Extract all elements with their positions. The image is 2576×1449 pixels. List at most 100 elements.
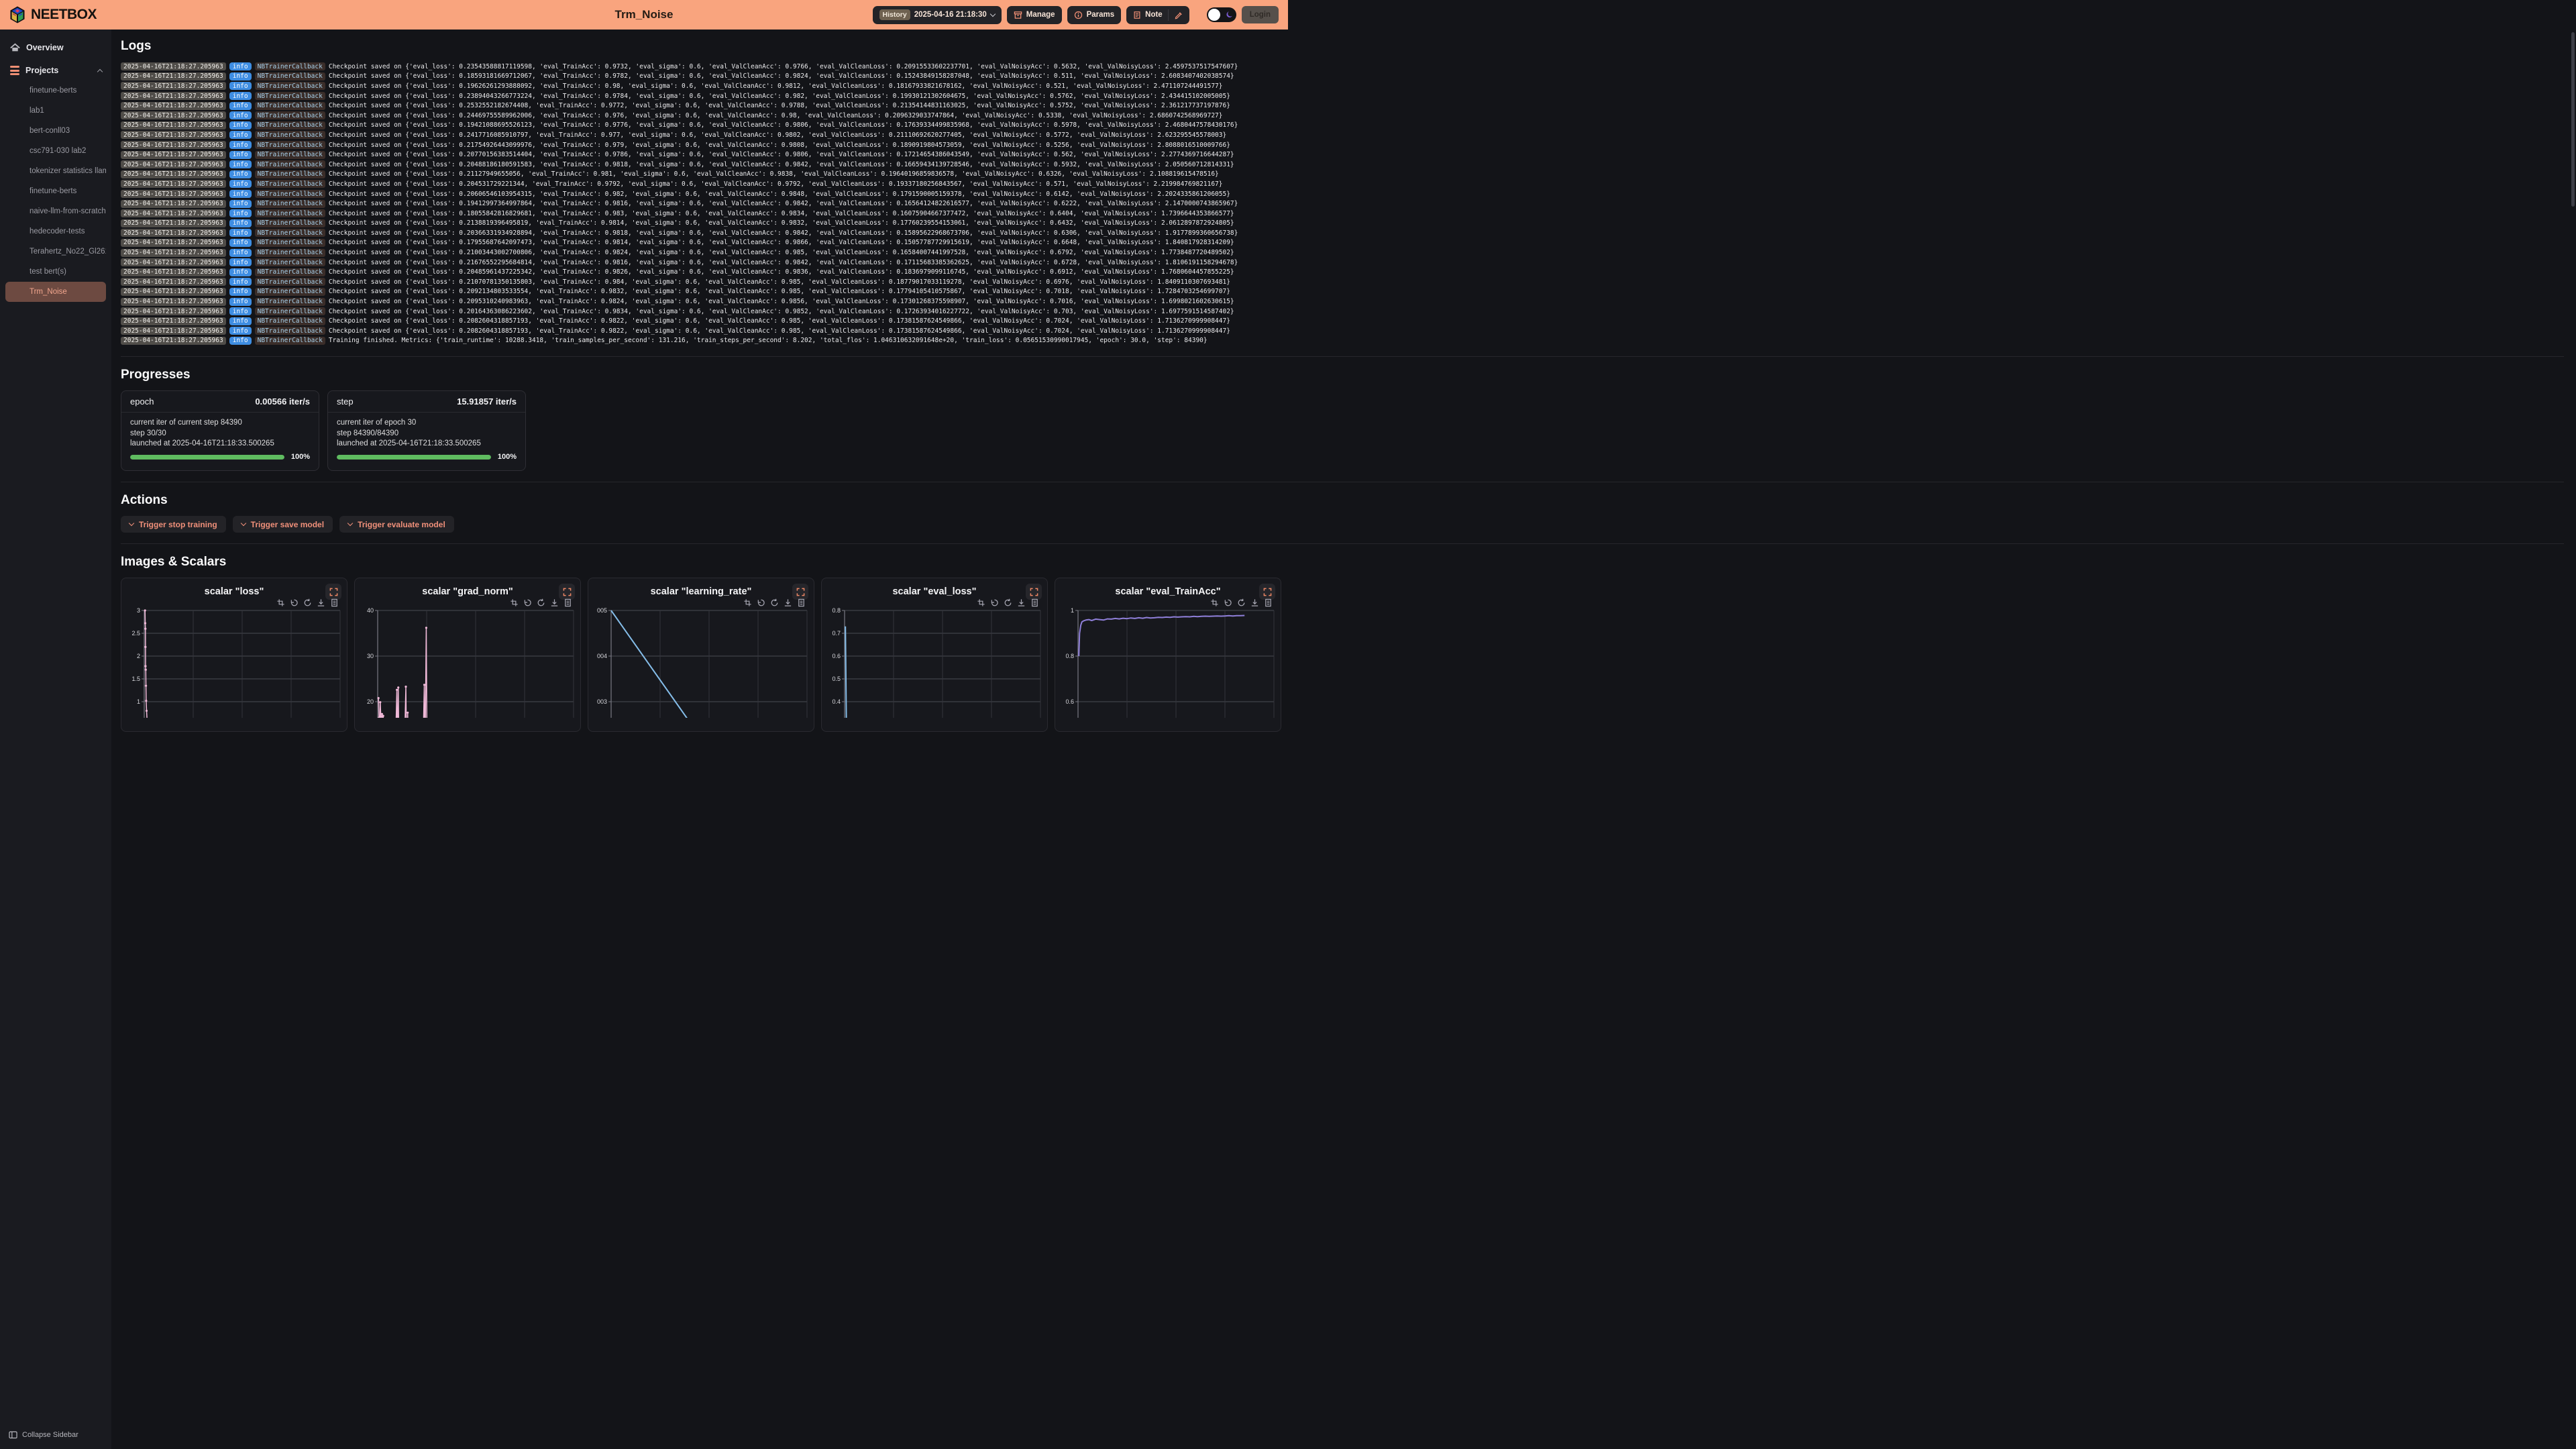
chevron-down-icon [240,520,246,527]
collapse-sidebar-icon [9,1431,17,1439]
box-select-icon[interactable] [276,598,285,607]
chart-toolbar [743,598,806,607]
logs-heading: Logs [121,39,152,53]
sidebar-item-project[interactable]: naive-llm-from-scratch [30,207,106,215]
log-file-icon[interactable] [1264,598,1273,607]
log-source-badge: NBTrainerCallback [254,317,325,325]
sidebar-item-project[interactable]: csc791-030 lab2 [30,147,87,155]
chevron-down-icon [347,520,354,527]
refresh-icon[interactable] [770,598,779,607]
fullscreen-icon [796,588,804,596]
sidebar-item-project[interactable]: tokenizer statistics llama… [30,167,106,175]
page-scrollbar[interactable] [2571,32,2575,207]
trigger-action-button[interactable]: Trigger evaluate model [339,516,454,533]
sidebar-item-project[interactable]: finetune-berts [30,87,77,95]
history-dropdown[interactable]: History 2025-04-16 21:18:30 [872,5,1002,24]
refresh-icon[interactable] [303,598,312,607]
brand[interactable]: NEETBOX [0,6,282,23]
refresh-icon[interactable] [1004,598,1012,607]
log-message: Checkpoint saved on {'eval_loss': 0.2100… [328,249,1234,257]
sidebar-item-project[interactable]: Trm_Noise [5,282,106,302]
chart-canvas[interactable]: 3 2.5 2 1.5 1 [127,608,341,718]
svg-text:40: 40 [367,608,374,614]
chart-canvas[interactable]: 10.80.60.40.2 [1061,608,1275,718]
log-timestamp: 2025-04-16T21:18:27.205963 [121,209,226,218]
sidebar-item-project[interactable]: Terahertz_No22_Gl261_gl… [30,248,106,256]
log-line: 2025-04-16T21:18:27.205963 info NBTrainerC… [121,72,2564,82]
undo-icon[interactable] [990,598,999,607]
edit-pencil-icon[interactable] [1174,11,1183,19]
params-button[interactable]: Params [1067,5,1122,24]
log-file-icon[interactable] [797,598,806,607]
box-select-icon[interactable] [1210,598,1219,607]
undo-icon[interactable] [290,598,299,607]
box-select-icon[interactable] [510,598,519,607]
download-icon[interactable] [550,598,559,607]
expand-chart-button[interactable] [325,584,341,600]
expand-chart-button[interactable] [559,584,575,600]
sidebar-item-project[interactable]: bert-conll03 [30,127,70,135]
log-level-badge: info [229,141,252,150]
dark-mode-toggle[interactable] [1206,7,1236,22]
log-file-icon[interactable] [564,598,572,607]
refresh-icon[interactable] [537,598,545,607]
log-source-badge: NBTrainerCallback [254,141,325,150]
actions-heading: Actions [121,493,168,508]
log-source-badge: NBTrainerCallback [254,101,325,110]
refresh-icon[interactable] [1237,598,1246,607]
sidebar-item-overview[interactable]: Overview [0,38,111,58]
log-source-badge: NBTrainerCallback [254,268,325,276]
log-file-icon[interactable] [1030,598,1039,607]
sidebar-item-project[interactable]: lab1 [30,107,44,115]
download-icon[interactable] [784,598,792,607]
log-line: 2025-04-16T21:18:27.205963 info NBTrainerC… [121,238,2564,248]
download-icon[interactable] [1017,598,1026,607]
chart-canvas[interactable]: 0.80.70.60.50.40.30.2 [827,608,1042,718]
log-file-icon[interactable] [330,598,339,607]
expand-chart-button[interactable] [792,584,808,600]
log-timestamp: 2025-04-16T21:18:27.205963 [121,258,226,267]
download-icon[interactable] [1250,598,1259,607]
sidebar-item-project[interactable]: test bert(s) [30,268,66,276]
log-timestamp: 2025-04-16T21:18:27.205963 [121,327,226,335]
progress-card-header: step 15.91857 iter/s [328,391,525,413]
sidebar-item-projects[interactable]: Projects [0,60,111,80]
log-timestamp: 2025-04-16T21:18:27.205963 [121,62,226,71]
overview-label: Overview [26,43,64,52]
download-icon[interactable] [317,598,325,607]
sidebar-item-project[interactable]: finetune-berts [30,187,77,195]
note-button-group[interactable]: Note [1126,5,1189,24]
box-select-icon[interactable] [743,598,752,607]
history-chip: History [879,9,910,20]
collapse-sidebar-button[interactable]: Collapse Sidebar [0,1426,78,1444]
undo-icon[interactable] [757,598,765,607]
chart-toolbar [510,598,572,607]
trigger-action-button[interactable]: Trigger save model [232,516,333,533]
expand-chart-button[interactable] [1026,584,1042,600]
box-select-icon[interactable] [977,598,985,607]
log-level-badge: info [229,160,252,169]
log-line: 2025-04-16T21:18:27.205963 info NBTrainerC… [121,121,2564,131]
manage-button[interactable]: Manage [1006,5,1062,24]
log-message: Checkpoint saved on {'eval_loss': 0.2048… [328,268,1234,276]
app-header: NEETBOX Trm_Noise History 2025-04-16 21:… [0,0,1288,30]
log-message: Checkpoint saved on {'eval_loss': 0.2107… [328,278,1230,286]
sidebar-item-project[interactable]: hedecoder-tests [30,227,85,235]
progress-bar [130,454,284,460]
log-line: 2025-04-16T21:18:27.205963 info NBTrainerC… [121,316,2564,326]
undo-icon[interactable] [523,598,532,607]
action-label: Trigger evaluate model [358,519,445,529]
log-message: Checkpoint saved on {'eval_loss': 0.2036… [328,229,1238,237]
login-button[interactable]: Login [1241,6,1279,23]
log-timestamp: 2025-04-16T21:18:27.205963 [121,317,226,325]
log-line: 2025-04-16T21:18:27.205963 info NBTrainerC… [121,170,2564,180]
log-level-badge: info [229,219,252,227]
log-list[interactable]: 2025-04-16T21:18:27.205963 info NBTrainerC… [121,62,2564,345]
log-line: 2025-04-16T21:18:27.205963 info NBTrainerC… [121,111,2564,121]
undo-icon[interactable] [1224,598,1232,607]
expand-chart-button[interactable] [1259,584,1275,600]
home-icon [10,43,20,52]
trigger-action-button[interactable]: Trigger stop training [121,516,226,533]
